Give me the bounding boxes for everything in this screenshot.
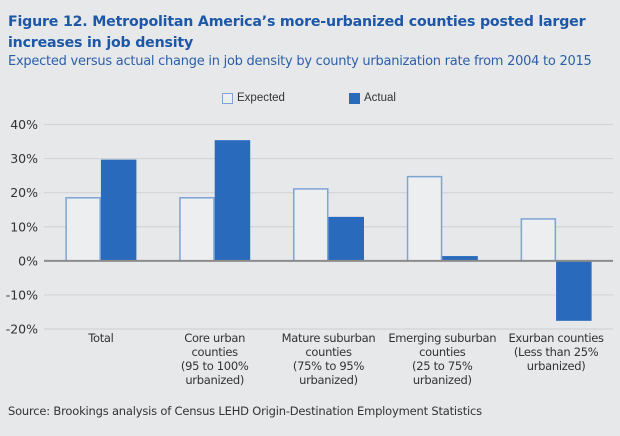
bar-actual — [442, 256, 478, 261]
x-category-label: Total — [88, 331, 114, 345]
legend-item-expected: Expected — [222, 90, 285, 106]
chart-title: Figure 12. Metropolitan America’s more-u… — [8, 14, 586, 51]
legend-label-expected: Expected — [237, 92, 285, 104]
legend-label-actual: Actual — [364, 92, 396, 104]
bar-actual — [556, 260, 592, 321]
bar-actual — [214, 140, 251, 261]
y-tick-label: -10% — [6, 287, 38, 302]
bar-expected — [406, 175, 443, 262]
source-note: Source: Brookings analysis of Census LEH… — [8, 404, 482, 418]
bar-actual — [328, 216, 364, 261]
chart-subtitle: Expected versus actual change in job den… — [8, 54, 592, 69]
legend-item-actual: Actual — [349, 90, 396, 106]
x-category-label: Mature suburban counties (75% to 95% urb… — [281, 331, 376, 387]
bar-expected — [520, 218, 557, 262]
bar-actual — [100, 159, 137, 261]
y-tick-label: 0% — [18, 253, 38, 268]
bar-expected — [179, 197, 215, 262]
x-category-label: Emerging suburban counties (25 to 75% ur… — [388, 331, 497, 387]
y-tick-label: 20% — [10, 185, 38, 200]
bar-expected — [65, 197, 101, 262]
legend-swatch-actual — [349, 92, 360, 104]
y-tick-label: 40% — [10, 117, 38, 132]
bar-expected — [293, 188, 329, 262]
y-tick-label: 10% — [10, 219, 38, 234]
x-category-label: Exurban counties (Less than 25% urbanize… — [508, 331, 604, 373]
bars — [65, 140, 592, 321]
x-category-label: Core urban counties (95 to 100% urbanize… — [180, 331, 249, 387]
y-axis-ticks: 40% 30% 20% 10% 0% -10% -20% — [6, 117, 38, 337]
legend-swatch-expected — [222, 92, 233, 104]
y-tick-label: -20% — [6, 322, 38, 337]
y-tick-label: 30% — [10, 151, 38, 166]
